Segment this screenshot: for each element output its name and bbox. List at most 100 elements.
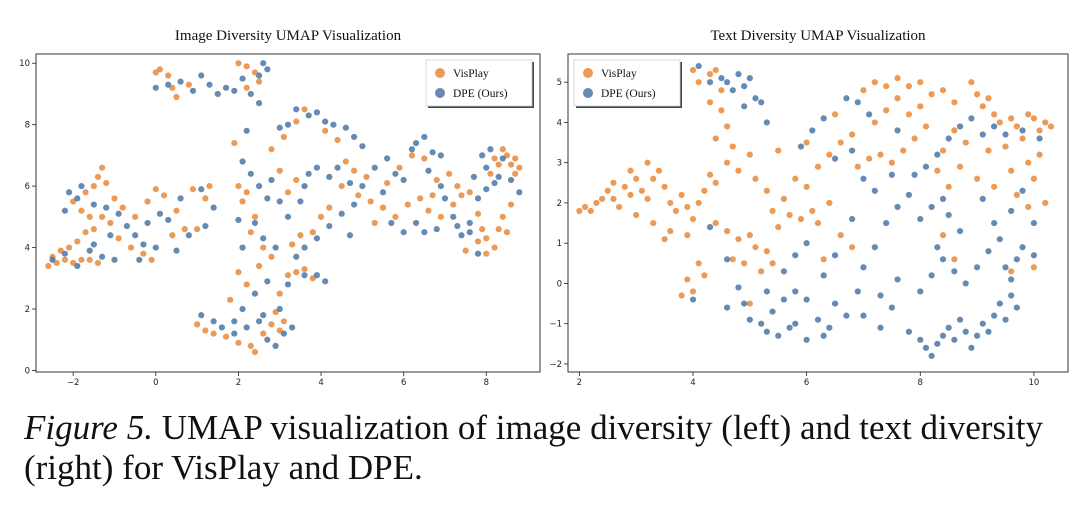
scatter-point — [144, 198, 151, 205]
scatter-point — [888, 304, 895, 311]
scatter-point — [417, 195, 424, 202]
scatter-point — [185, 232, 192, 239]
scatter-points — [576, 62, 1055, 359]
scatter-point — [346, 232, 354, 239]
scatter-point — [729, 87, 736, 94]
scatter-point — [483, 250, 490, 257]
scatter-point — [775, 332, 782, 339]
scatter-point — [264, 195, 271, 202]
scatter-point — [260, 60, 267, 67]
scatter-point — [454, 222, 461, 230]
scatter-point — [900, 147, 907, 154]
scatter-point — [429, 149, 436, 156]
scatter-point — [78, 183, 85, 190]
scatter-point — [404, 201, 411, 208]
scatter-point — [152, 84, 159, 91]
scatter-point — [243, 84, 250, 91]
scatter-point — [214, 90, 221, 98]
scatter-point — [293, 269, 300, 276]
scatter-point — [400, 176, 407, 184]
scatter-point — [826, 151, 833, 158]
legend: VisPlay DPE (Ours) — [573, 59, 682, 108]
scatter-point — [581, 203, 589, 211]
scatter-point — [297, 232, 304, 239]
scatter-point — [803, 240, 810, 247]
scatter-point — [695, 260, 702, 267]
scatter-point — [379, 189, 387, 196]
scatter-point — [871, 187, 878, 194]
scatter-point — [45, 262, 52, 270]
scatter-point — [837, 232, 844, 239]
scatter-point — [860, 87, 867, 94]
scatter-point — [272, 342, 279, 349]
scatter-point — [922, 163, 930, 170]
scatter-point — [313, 109, 321, 116]
scatter-point — [78, 207, 85, 214]
chart-title: Text Diversity UMAP Visualization — [710, 28, 926, 44]
scatter-point — [330, 121, 337, 128]
scatter-point — [251, 290, 259, 297]
scatter-point — [616, 203, 623, 211]
scatter-point — [1013, 123, 1020, 130]
scatter-point — [746, 316, 753, 323]
scatter-point — [860, 175, 867, 182]
scatter-point — [985, 248, 992, 255]
scatter-point — [905, 328, 913, 335]
scatter-point — [831, 111, 839, 118]
scatter-point — [86, 213, 93, 220]
scatter-point — [367, 198, 374, 205]
y-tick-label: −2 — [549, 360, 562, 370]
x-tick-label: 8 — [918, 378, 923, 388]
scatter-point — [758, 268, 765, 275]
scatter-point — [1030, 175, 1038, 182]
scatter-point — [956, 123, 964, 130]
scatter-point — [293, 253, 300, 260]
scatter-point — [1030, 115, 1038, 122]
scatter-point — [723, 123, 731, 130]
scatter-point — [437, 183, 444, 190]
scatter-point — [284, 272, 292, 279]
scatter-point — [313, 235, 321, 242]
scatter-point — [894, 127, 901, 134]
y-tick-label: 0 — [557, 279, 562, 289]
scatter-point — [94, 259, 102, 267]
scatter-point — [206, 183, 213, 190]
scatter-point — [235, 269, 242, 276]
scatter-point — [450, 201, 457, 208]
scatter-point — [1047, 123, 1055, 130]
scatter-point — [689, 215, 697, 223]
scatter-point — [177, 195, 184, 202]
scatter-point — [701, 187, 708, 194]
scatter-point — [326, 222, 333, 230]
scatter-point — [814, 163, 822, 170]
scatter-point — [483, 186, 490, 193]
scatter-point — [90, 226, 97, 233]
scatter-point — [206, 81, 213, 88]
scatter-point — [792, 252, 799, 259]
scatter-point — [1013, 304, 1020, 311]
scatter-point — [786, 324, 793, 331]
scatter-point — [763, 119, 770, 126]
scatter-point — [866, 155, 873, 162]
scatter-point — [433, 226, 440, 233]
scatter-point — [843, 312, 850, 319]
scatter-point — [1025, 159, 1032, 166]
scatter-point — [888, 171, 895, 178]
legend-marker — [583, 68, 593, 78]
scatter-point — [507, 176, 515, 184]
scatter-point — [956, 316, 964, 323]
scatter-point — [74, 238, 81, 245]
scatter-point — [1002, 131, 1009, 138]
scatter-point — [346, 179, 354, 187]
scatter-point — [65, 189, 73, 196]
scatter-point — [491, 155, 498, 162]
scatter-point — [627, 191, 634, 198]
scatter-point — [115, 210, 122, 217]
scatter-point — [934, 340, 941, 347]
scatter-point — [222, 84, 230, 91]
scatter-point — [156, 210, 164, 217]
scatter-point — [342, 124, 349, 131]
scatter-point — [638, 187, 645, 194]
scatter-point — [392, 213, 399, 220]
scatter-point — [831, 252, 839, 259]
